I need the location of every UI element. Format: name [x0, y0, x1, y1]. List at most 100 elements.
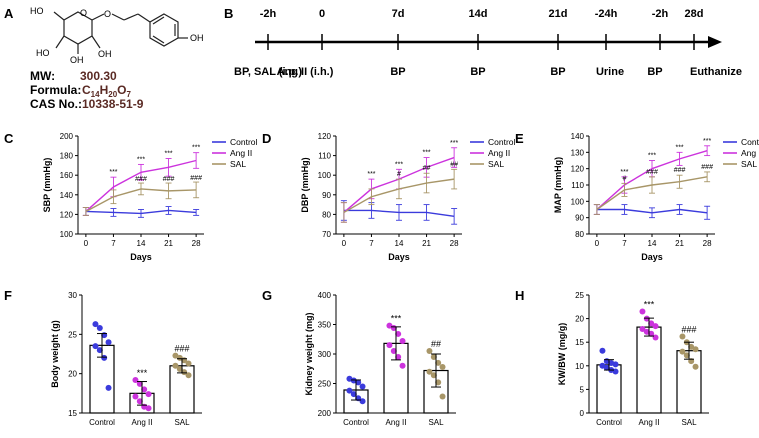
significance-stars: *** — [109, 169, 117, 176]
oh-bond — [55, 35, 65, 49]
x-tick-label: 7 — [369, 239, 374, 248]
y-tick-label: 80 — [322, 210, 331, 219]
significance-hashes: ### — [163, 176, 175, 183]
x-axis-title: Days — [130, 252, 152, 262]
x-tick-label: 7 — [622, 239, 627, 248]
significance-stars: *** — [164, 151, 172, 158]
legend-label: Ang II — [230, 148, 252, 158]
data-point — [599, 347, 606, 354]
x-tick-label: 21 — [675, 239, 684, 248]
significance-stars: *** — [192, 145, 200, 152]
data-point — [132, 376, 139, 383]
significance-stars: *** — [450, 140, 458, 147]
timeline-event-label: Ang II (i.h.) — [277, 66, 334, 78]
x-category-label: Ang II — [639, 418, 660, 427]
data-point — [692, 363, 699, 370]
panel-label-f: F — [4, 288, 12, 303]
timeline-tick-label: -2h — [652, 8, 669, 20]
x-axis-title: Days — [641, 252, 663, 262]
y-tick-label: 20 — [68, 370, 77, 379]
significance-stars: *** — [620, 169, 628, 176]
data-point — [92, 343, 99, 350]
data-point — [399, 362, 406, 369]
legend-label: Ang II — [488, 148, 510, 158]
data-point — [639, 325, 646, 332]
data-point — [426, 368, 433, 375]
data-point — [439, 393, 446, 400]
data-point — [355, 379, 362, 386]
timeline: -2h 0 7d 14d 21d -24h -2h 28d BP, SAL (i.p.)Ang … — [234, 8, 742, 78]
timeline-tick-label: 14d — [469, 8, 488, 20]
data-point — [359, 383, 366, 390]
x-category-label: SAL — [174, 418, 190, 427]
y-tick-label: 10 — [575, 362, 584, 371]
x-tick-label: 14 — [648, 239, 657, 248]
significance-hashes: # — [622, 175, 626, 182]
significance-hashes: ### — [674, 167, 686, 174]
ch2oh-bond — [53, 11, 65, 21]
significance-annotation: ### — [681, 325, 696, 335]
data-point — [101, 354, 108, 361]
map-line-chart: 80 90 100 110 120 130 140 0 7 14 21 28 Days MAP (mmHg… — [553, 132, 759, 262]
data-point — [679, 348, 686, 355]
x-tick-label: 14 — [137, 239, 146, 248]
x-tick-label: 28 — [703, 239, 712, 248]
data-point — [612, 361, 619, 368]
y-tick-label: 100 — [60, 230, 74, 239]
timeline-event-label: BP — [390, 66, 405, 78]
y-tick-label: 400 — [318, 291, 332, 300]
significance-hashes: ### — [701, 164, 713, 171]
x-axis-title: Days — [388, 252, 410, 262]
data-point — [395, 330, 402, 337]
data-point — [141, 386, 148, 393]
y-axis-title: DBP (mmHg) — [300, 157, 310, 212]
data-point — [145, 405, 152, 412]
panel-label-g: G — [262, 288, 272, 303]
panel-label-d: D — [262, 131, 271, 146]
y-tick-label: 25 — [68, 330, 77, 339]
significance-annotation: ### — [174, 344, 189, 354]
y-tick-label: 120 — [318, 132, 332, 141]
x-category-label: Control — [343, 418, 369, 427]
legend-label: Ang II — [741, 148, 759, 158]
y-tick-label: 25 — [575, 291, 584, 300]
mw-value: 300.30 — [80, 69, 117, 83]
kidney-weight-bar-chart: 200 250 300 350 400 Kidney weight (mg) Control… — [304, 291, 456, 427]
data-point — [185, 372, 192, 379]
data-point — [390, 348, 397, 355]
dbp-line-chart: 70 80 90 100 110 120 0 7 14 21 28 Days DBP (mmHg) ***… — [300, 132, 516, 262]
significance-annotation: *** — [644, 300, 655, 310]
y-tick-label: 30 — [68, 291, 77, 300]
y-tick-label: 110 — [571, 181, 584, 190]
timeline-event-label: Euthanize — [690, 66, 742, 78]
significance-stars: *** — [422, 150, 430, 157]
x-tick-label: 21 — [164, 239, 173, 248]
sbp-line-chart: 100 120 140 160 180 200 0 7 14 21 28 Days SBP (mmHg)… — [42, 132, 258, 262]
data-point — [181, 369, 188, 376]
x-category-label: Ang II — [386, 418, 407, 427]
atom-label: O — [104, 9, 111, 19]
x-tick-label: 7 — [111, 239, 116, 248]
y-axis-title: SBP (mmHg) — [42, 158, 52, 213]
formula-label: Formula: — [30, 83, 81, 97]
data-point — [145, 391, 152, 398]
timeline-arrowhead — [708, 36, 722, 48]
data-point — [399, 338, 406, 345]
timeline-event-label: BP — [470, 66, 485, 78]
x-tick-label: 28 — [192, 239, 201, 248]
data-point — [346, 387, 353, 394]
data-point — [172, 362, 179, 369]
significance-hashes: ### — [135, 176, 147, 183]
data-point — [92, 321, 99, 328]
y-axis-title: Body weight (g) — [50, 320, 60, 388]
x-tick-label: 0 — [595, 239, 600, 248]
x-category-label: SAL — [428, 418, 444, 427]
timeline-tick-label: 28d — [685, 8, 704, 20]
panel-label-h: H — [515, 288, 524, 303]
data-point — [648, 330, 655, 337]
atom-label: HO — [36, 48, 50, 58]
data-point — [612, 368, 619, 375]
y-tick-label: 90 — [575, 214, 584, 223]
y-tick-label: 250 — [318, 380, 332, 389]
